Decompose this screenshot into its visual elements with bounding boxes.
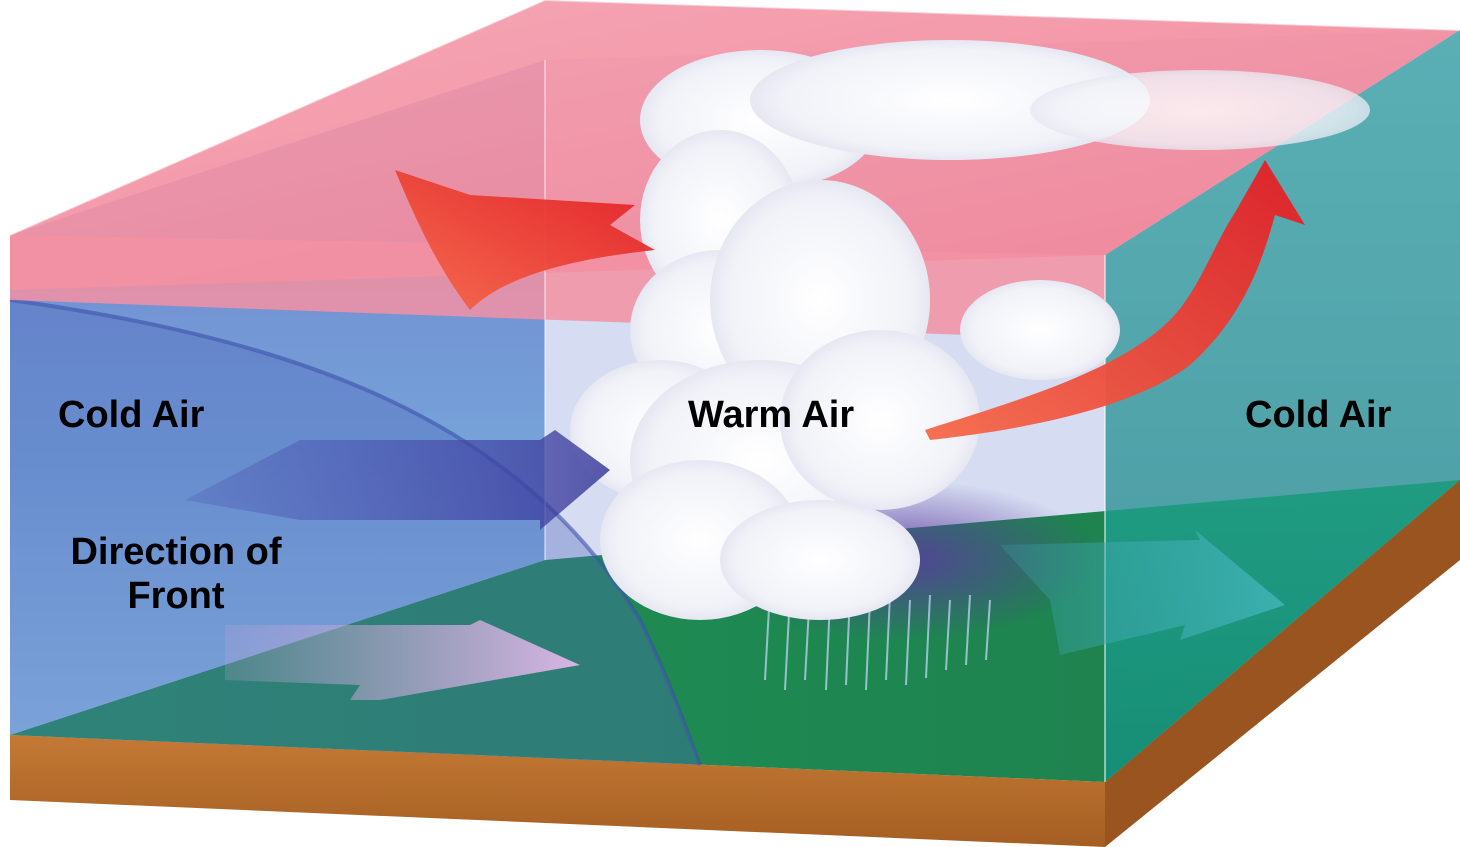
- warm-air-label: Warm Air: [688, 394, 855, 436]
- storm-cloud: [570, 40, 1370, 620]
- cold-air-arrow-right: [1000, 530, 1285, 655]
- warm-air-arrow-left: [395, 170, 655, 310]
- cold-air-left-label: Cold Air: [58, 394, 205, 436]
- warm-air-arrow-right: [925, 160, 1305, 440]
- direction-of-front-line1: Direction of: [70, 531, 282, 573]
- direction-of-front-label: Direction of Front: [56, 530, 296, 618]
- soil-right-face: [1105, 480, 1460, 847]
- cold-air-arrow-left: [185, 430, 610, 530]
- direction-of-front-arrow: [225, 620, 580, 700]
- cold-air-right-label: Cold Air: [1245, 394, 1392, 436]
- direction-of-front-line2: Front: [127, 575, 225, 617]
- block-edge-top: [9, 0, 1460, 236]
- soil-front-face: [10, 735, 1105, 847]
